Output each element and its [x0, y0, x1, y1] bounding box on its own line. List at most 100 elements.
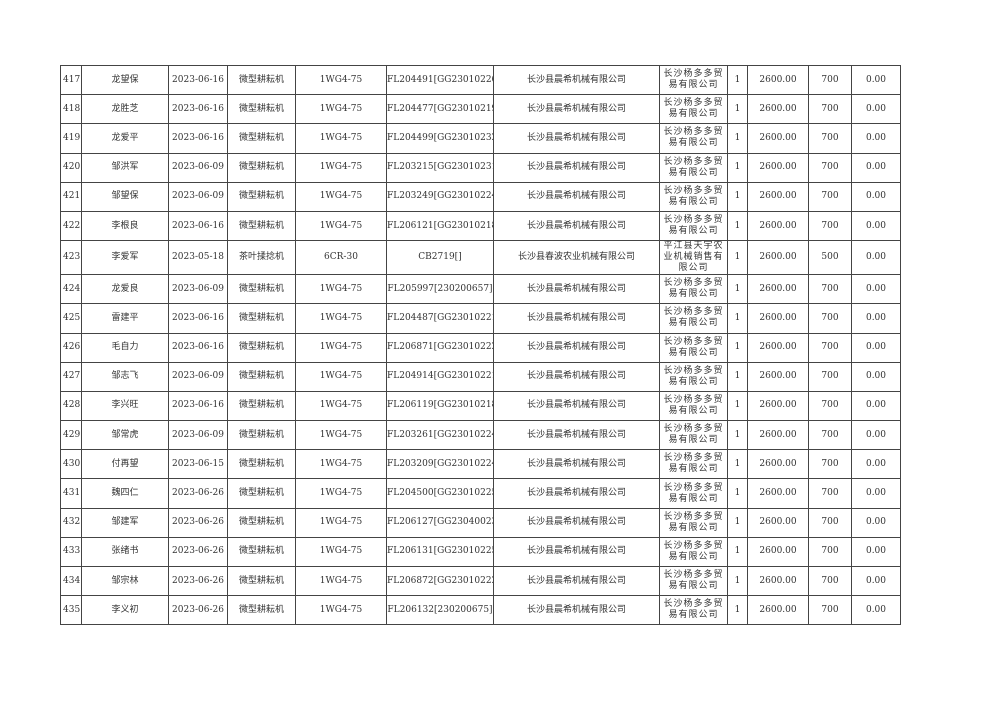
cell-no: 428 [60, 390, 82, 422]
cell-date: 2023-06-26 [168, 565, 228, 597]
cell-model: 1WG4-75 [295, 536, 387, 568]
cell-type: 微型耕耘机 [227, 303, 296, 334]
cell-serial: FL203249[GG230102249] [386, 181, 494, 212]
cell-type: 微型耕耘机 [227, 64, 296, 96]
cell-dealer: 长沙杨多多贸易有限公司 [659, 565, 728, 597]
cell-model: 1WG4-75 [295, 181, 387, 212]
cell-price: 2600.00 [747, 332, 809, 363]
cell-qty: 1 [727, 94, 748, 125]
cell-date: 2023-06-16 [168, 303, 228, 334]
cell-date: 2023-06-15 [168, 449, 228, 480]
cell-subsidy: 700 [808, 536, 852, 568]
cell-qty: 1 [727, 420, 748, 451]
cell-name: 邹建军 [81, 507, 169, 538]
cell-qty: 1 [727, 478, 748, 509]
cell-dealer: 长沙杨多多贸易有限公司 [659, 595, 728, 626]
cell-serial: CB2719[] [386, 240, 494, 276]
cell-qty: 1 [727, 565, 748, 597]
cell-model: 1WG4-75 [295, 595, 387, 626]
cell-qty: 1 [727, 507, 748, 538]
cell-model: 1WG4-75 [295, 332, 387, 363]
cell-subsidy: 700 [808, 595, 852, 626]
cell-dealer: 长沙杨多多贸易有限公司 [659, 152, 728, 183]
table-row: 422 李根良 2023-06-16 微型耕耘机 1WG4-75 FL206121[GG2… [60, 210, 901, 242]
cell-qty: 1 [727, 274, 748, 305]
cell-price: 2600.00 [747, 240, 809, 276]
cell-serial: FL206119[GG230102185] [386, 390, 494, 422]
cell-other: 0.00 [851, 536, 901, 568]
cell-dealer: 长沙杨多多贸易有限公司 [659, 507, 728, 538]
table-row: 423 李爱军 2023-05-18 茶叶揉捻机 6CR-30 CB2719[] 长沙县春波… [60, 240, 901, 276]
cell-qty: 1 [727, 390, 748, 422]
cell-serial: FL204477[GG230102191] [386, 94, 494, 125]
cell-type: 微型耕耘机 [227, 390, 296, 422]
subsidy-table: 417 龙望保 2023-06-16 微型耕耘机 1WG4-75 FL204491[GG2… [60, 64, 901, 626]
cell-no: 432 [60, 507, 82, 538]
cell-name: 李义初 [81, 595, 169, 626]
cell-subsidy: 700 [808, 210, 852, 242]
cell-other: 0.00 [851, 507, 901, 538]
cell-name: 毛自力 [81, 332, 169, 363]
cell-name: 邹志飞 [81, 361, 169, 392]
cell-qty: 1 [727, 123, 748, 154]
cell-date: 2023-06-16 [168, 64, 228, 96]
cell-maker: 长沙县晨希机械有限公司 [493, 507, 660, 538]
cell-subsidy: 700 [808, 181, 852, 212]
cell-date: 2023-06-26 [168, 478, 228, 509]
cell-type: 微型耕耘机 [227, 332, 296, 363]
cell-type: 微型耕耘机 [227, 152, 296, 183]
cell-other: 0.00 [851, 449, 901, 480]
cell-name: 龙爱良 [81, 274, 169, 305]
cell-no: 429 [60, 420, 82, 451]
cell-type: 微型耕耘机 [227, 274, 296, 305]
cell-subsidy: 700 [808, 94, 852, 125]
cell-qty: 1 [727, 595, 748, 626]
cell-type: 微型耕耘机 [227, 181, 296, 212]
cell-model: 1WG4-75 [295, 361, 387, 392]
cell-other: 0.00 [851, 565, 901, 597]
cell-date: 2023-06-09 [168, 274, 228, 305]
cell-name: 李兴旺 [81, 390, 169, 422]
cell-dealer: 长沙杨多多贸易有限公司 [659, 274, 728, 305]
cell-model: 1WG4-75 [295, 303, 387, 334]
cell-other: 0.00 [851, 332, 901, 363]
table-row: 428 李兴旺 2023-06-16 微型耕耘机 1WG4-75 FL206119[GG2… [60, 390, 901, 422]
cell-maker: 长沙县晨希机械有限公司 [493, 210, 660, 242]
cell-dealer: 长沙杨多多贸易有限公司 [659, 390, 728, 422]
cell-price: 2600.00 [747, 303, 809, 334]
cell-date: 2023-06-16 [168, 390, 228, 422]
cell-type: 微型耕耘机 [227, 478, 296, 509]
table-row: 417 龙望保 2023-06-16 微型耕耘机 1WG4-75 FL204491[GG2… [60, 64, 901, 96]
table-row: 429 邹常虎 2023-06-09 微型耕耘机 1WG4-75 FL203261[GG2… [60, 420, 901, 451]
cell-price: 2600.00 [747, 152, 809, 183]
cell-serial: FL204914[GG230102218] [386, 361, 494, 392]
cell-dealer: 长沙杨多多贸易有限公司 [659, 303, 728, 334]
table-row: 418 龙胜芝 2023-06-16 微型耕耘机 1WG4-75 FL204477[GG2… [60, 94, 901, 125]
cell-dealer: 长沙杨多多贸易有限公司 [659, 181, 728, 212]
cell-dealer: 长沙杨多多贸易有限公司 [659, 94, 728, 125]
cell-subsidy: 700 [808, 565, 852, 597]
cell-maker: 长沙县晨希机械有限公司 [493, 565, 660, 597]
cell-price: 2600.00 [747, 64, 809, 96]
cell-name: 龙胜芝 [81, 94, 169, 125]
cell-no: 426 [60, 332, 82, 363]
cell-other: 0.00 [851, 123, 901, 154]
cell-serial: FL203209[GG230102240] [386, 449, 494, 480]
cell-name: 邹常虎 [81, 420, 169, 451]
cell-model: 1WG4-75 [295, 274, 387, 305]
cell-serial: FL204500[GG230102259] [386, 478, 494, 509]
table-row: 435 李义初 2023-06-26 微型耕耘机 1WG4-75 FL206132[230… [60, 595, 901, 626]
cell-date: 2023-06-26 [168, 536, 228, 568]
cell-serial: FL203215[GG230102319] [386, 152, 494, 183]
cell-serial: FL205997[230200657] [386, 274, 494, 305]
cell-no: 418 [60, 94, 82, 125]
cell-qty: 1 [727, 210, 748, 242]
cell-model: 6CR-30 [295, 240, 387, 276]
table-row: 434 邹宗林 2023-06-26 微型耕耘机 1WG4-75 FL206872[GG2… [60, 565, 901, 597]
cell-price: 2600.00 [747, 274, 809, 305]
cell-maker: 长沙县晨希机械有限公司 [493, 420, 660, 451]
cell-name: 付再望 [81, 449, 169, 480]
cell-serial: FL206127[GG230400232] [386, 507, 494, 538]
cell-dealer: 长沙杨多多贸易有限公司 [659, 64, 728, 96]
cell-price: 2600.00 [747, 449, 809, 480]
